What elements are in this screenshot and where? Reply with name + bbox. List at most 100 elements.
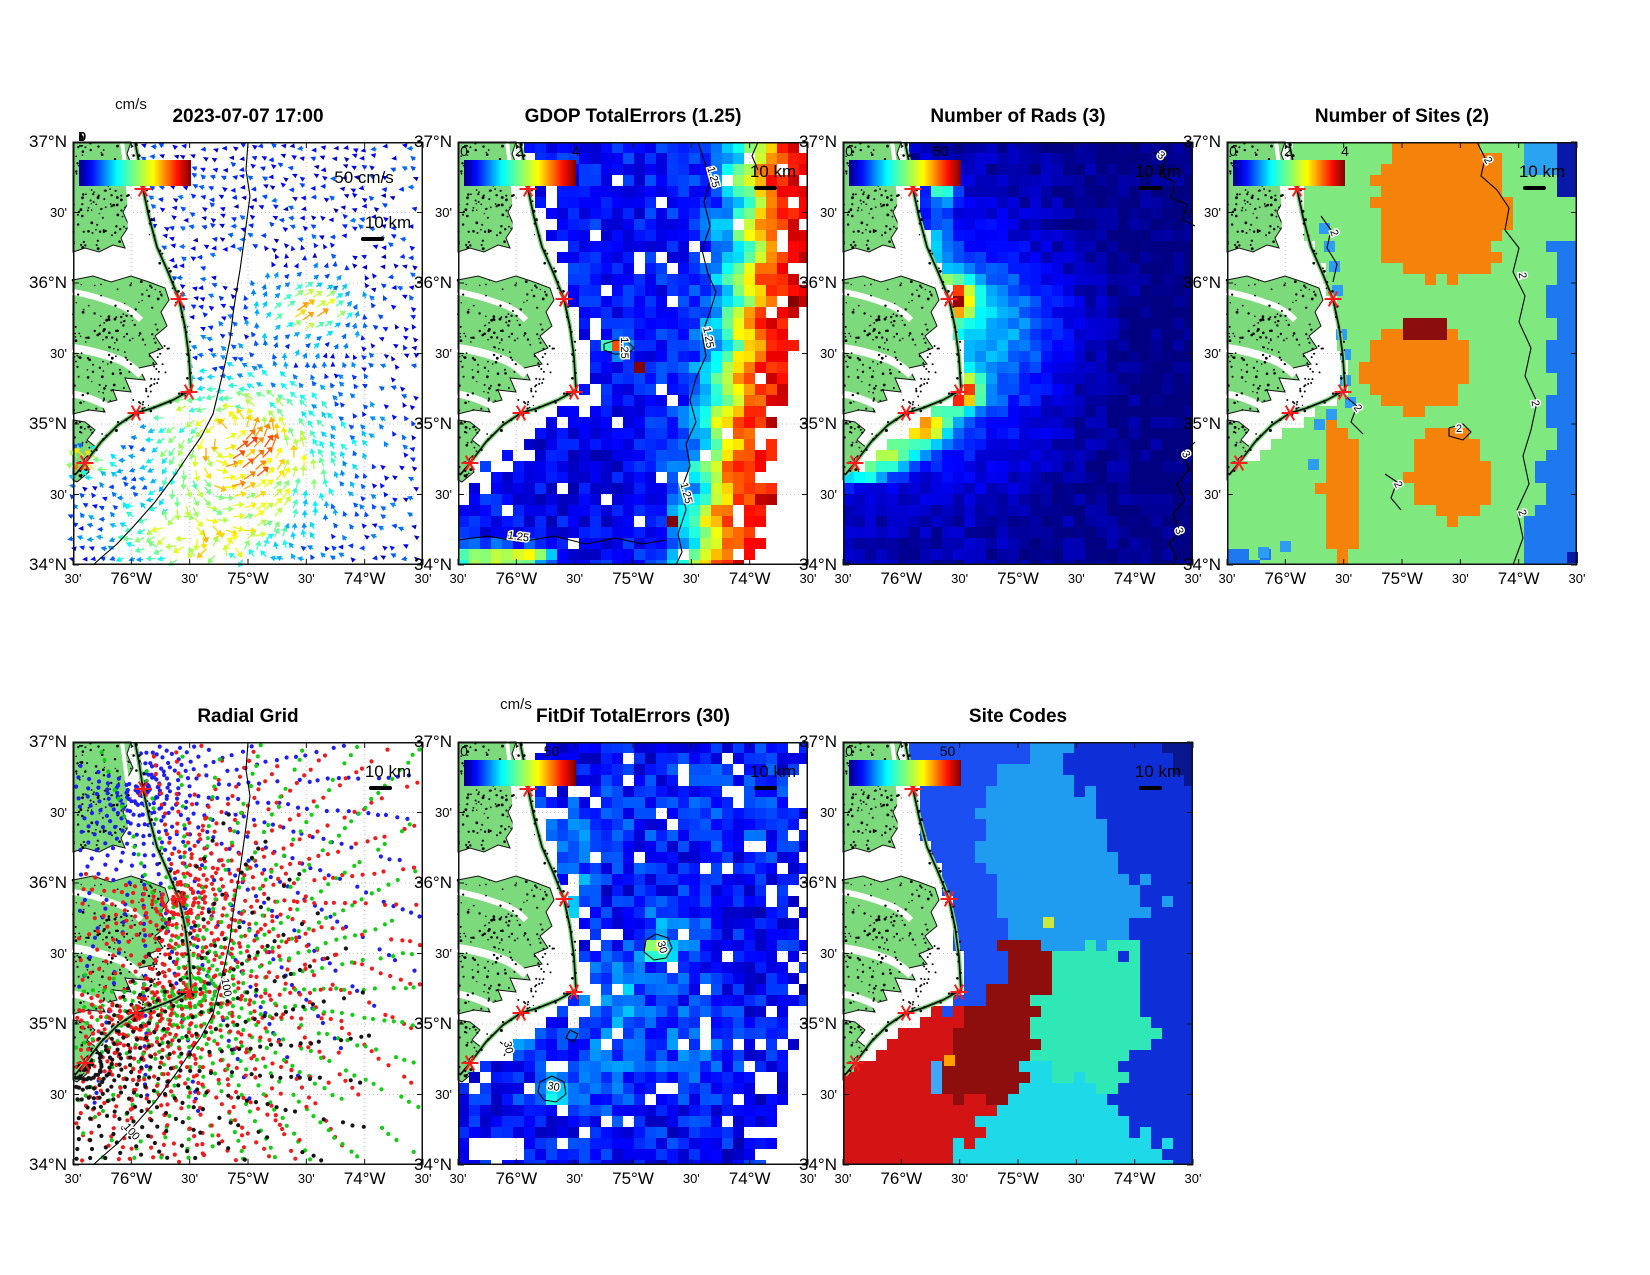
x-tick-label: 75°W — [227, 1169, 269, 1188]
panel-title-sitecodes: Site Codes — [968, 706, 1068, 727]
y-tick-label: 30' — [820, 345, 837, 361]
x-tick-label: 30' — [682, 1171, 700, 1186]
colorbar-numrads — [849, 160, 961, 186]
map-svg-numrads: 333 — [841, 141, 1196, 566]
panel-title-numsites: Number of Sites (2) — [1314, 106, 1490, 127]
map-svg-gdop: 1.251.251.251.251.25 — [456, 141, 809, 566]
colorbar-gdop — [464, 160, 576, 186]
x-tick-label: 30' — [566, 1171, 584, 1186]
x-tick-label: 74°W — [343, 569, 386, 588]
x-tick-label: 30' — [297, 571, 315, 586]
x-tick-label: 30' — [449, 1171, 467, 1186]
scale-bar — [754, 186, 777, 190]
y-tick-label: 30' — [820, 1086, 837, 1102]
x-tick-label: 30' — [297, 1171, 315, 1186]
x-tick-label: 30' — [1184, 1171, 1202, 1186]
colorbar-sitecodes — [849, 760, 961, 786]
x-tick-label: 30' — [414, 1171, 432, 1186]
y-tick-label: 30' — [820, 486, 837, 502]
x-tick-label: 75°W — [612, 1169, 654, 1188]
y-tick-label: 30' — [1204, 486, 1221, 502]
colorbar-tick: 0 — [460, 743, 468, 759]
heatmap-cells — [458, 742, 808, 1165]
colorbar-units-label: cm/s — [500, 696, 532, 713]
panel-sitecodes: Site Codes 37°N 30' 36°N 30' 35°N 30' 34°N 30' 76… — [799, 706, 1201, 1188]
panel-currents: 2023-07-07 17:00 37°N 30' 36°N 30' 35°N 30' 34°… — [29, 96, 431, 588]
y-tick-label: 34°N — [29, 1155, 67, 1174]
panel-title-currents: 2023-07-07 17:00 — [172, 106, 324, 127]
x-tick-label: 74°W — [343, 1169, 386, 1188]
site-markers — [461, 181, 583, 471]
site-markers — [76, 181, 198, 471]
y-tick-label: 37°N — [414, 132, 452, 151]
x-tick-label: 74°W — [1497, 569, 1540, 588]
x-tick-label: 76°W — [110, 1169, 153, 1188]
x-tick-label: 74°W — [728, 569, 771, 588]
panel-gdop: 1.25 1.25 1.25 1.25 1.25 GDOP TotalErrors (1.… — [414, 106, 816, 588]
colorbar-tick: 0 — [460, 143, 468, 159]
x-tick-label: 76°W — [880, 1169, 923, 1188]
sitecode-cells — [843, 742, 1193, 1165]
y-tick-label: 37°N — [29, 132, 67, 151]
panel-numsites: 2 2 2 2 2 2 2 2 Number of Sites (2) 37°N 30' 36°N 30… — [1183, 106, 1585, 588]
y-tick-label: 34°N — [414, 555, 452, 574]
x-tick-label: 76°W — [495, 569, 538, 588]
y-tick-label: 30' — [50, 945, 67, 961]
y-tick-label: 35°N — [799, 414, 837, 433]
colorbar-tick: 2 — [514, 143, 523, 159]
site-markers — [76, 781, 198, 1071]
y-tick-label: 36°N — [799, 273, 837, 292]
x-tick-label: 30' — [181, 571, 199, 586]
y-tick-label: 37°N — [1183, 132, 1221, 151]
y-tick-label: 37°N — [799, 732, 837, 751]
colorbar-units-label: cm/s — [115, 96, 147, 113]
current-vectors — [65, 142, 420, 568]
x-tick-label: 30' — [414, 571, 432, 586]
x-tick-label: 30' — [951, 1171, 969, 1186]
y-tick-label: 30' — [50, 204, 67, 220]
scale-bar-label: 10 km — [749, 162, 797, 181]
x-tick-label: 75°W — [997, 569, 1039, 588]
scale-bar-label: 10 km — [749, 762, 797, 781]
x-tick-label: 30' — [1451, 571, 1469, 586]
x-tick-label: 30' — [834, 1171, 852, 1186]
y-tick-label: 35°N — [414, 1014, 452, 1033]
y-tick-label: 34°N — [1183, 555, 1221, 574]
y-tick-label: 30' — [435, 804, 452, 820]
y-tick-label: 34°N — [799, 555, 837, 574]
y-tick-label: 37°N — [414, 732, 452, 751]
heatmap-cells — [843, 142, 1193, 565]
map-svg-currents — [65, 141, 424, 568]
x-tick-label: 76°W — [110, 569, 153, 588]
y-tick-label: 30' — [50, 486, 67, 502]
y-tick-label: 30' — [50, 804, 67, 820]
x-tick-label: 30' — [64, 571, 82, 586]
x-tick-label: 30' — [682, 571, 700, 586]
y-tick-label: 30' — [820, 945, 837, 961]
y-tick-label: 37°N — [799, 132, 837, 151]
y-tick-label: 36°N — [29, 873, 67, 892]
x-tick-label: 75°W — [612, 569, 654, 588]
y-tick-label: 30' — [435, 1086, 452, 1102]
svg-text:1.25: 1.25 — [700, 326, 716, 349]
x-tick-label: 30' — [1067, 1171, 1085, 1186]
map-svg-sitecodes — [841, 741, 1194, 1166]
y-tick-label: 36°N — [414, 273, 452, 292]
y-tick-label: 30' — [435, 945, 452, 961]
colorbar-overlapping-ticks: 0 5 10 15 20 25 30 35 40 45 50 — [79, 129, 191, 144]
y-tick-label: 35°N — [29, 1014, 67, 1033]
x-tick-label: 75°W — [997, 1169, 1039, 1188]
y-tick-label: 30' — [820, 804, 837, 820]
colorbar-tick: 50 — [933, 143, 949, 159]
y-tick-label: 36°N — [29, 273, 67, 292]
y-tick-label: 34°N — [29, 555, 67, 574]
colorbar-tick: 0 — [845, 143, 853, 159]
colorbar-tick: 4 — [572, 143, 580, 159]
x-tick-label: 30' — [799, 1171, 817, 1186]
x-tick-label: 30' — [834, 571, 852, 586]
panel-numrads: 3 3 3 Number of Rads (3) 37°N 30' 36°N 30' 35°N 3… — [799, 106, 1201, 588]
site-markers — [846, 181, 968, 471]
numsites-cells — [1227, 142, 1578, 565]
reference-arrow-label: 50 cm/s — [334, 168, 394, 187]
